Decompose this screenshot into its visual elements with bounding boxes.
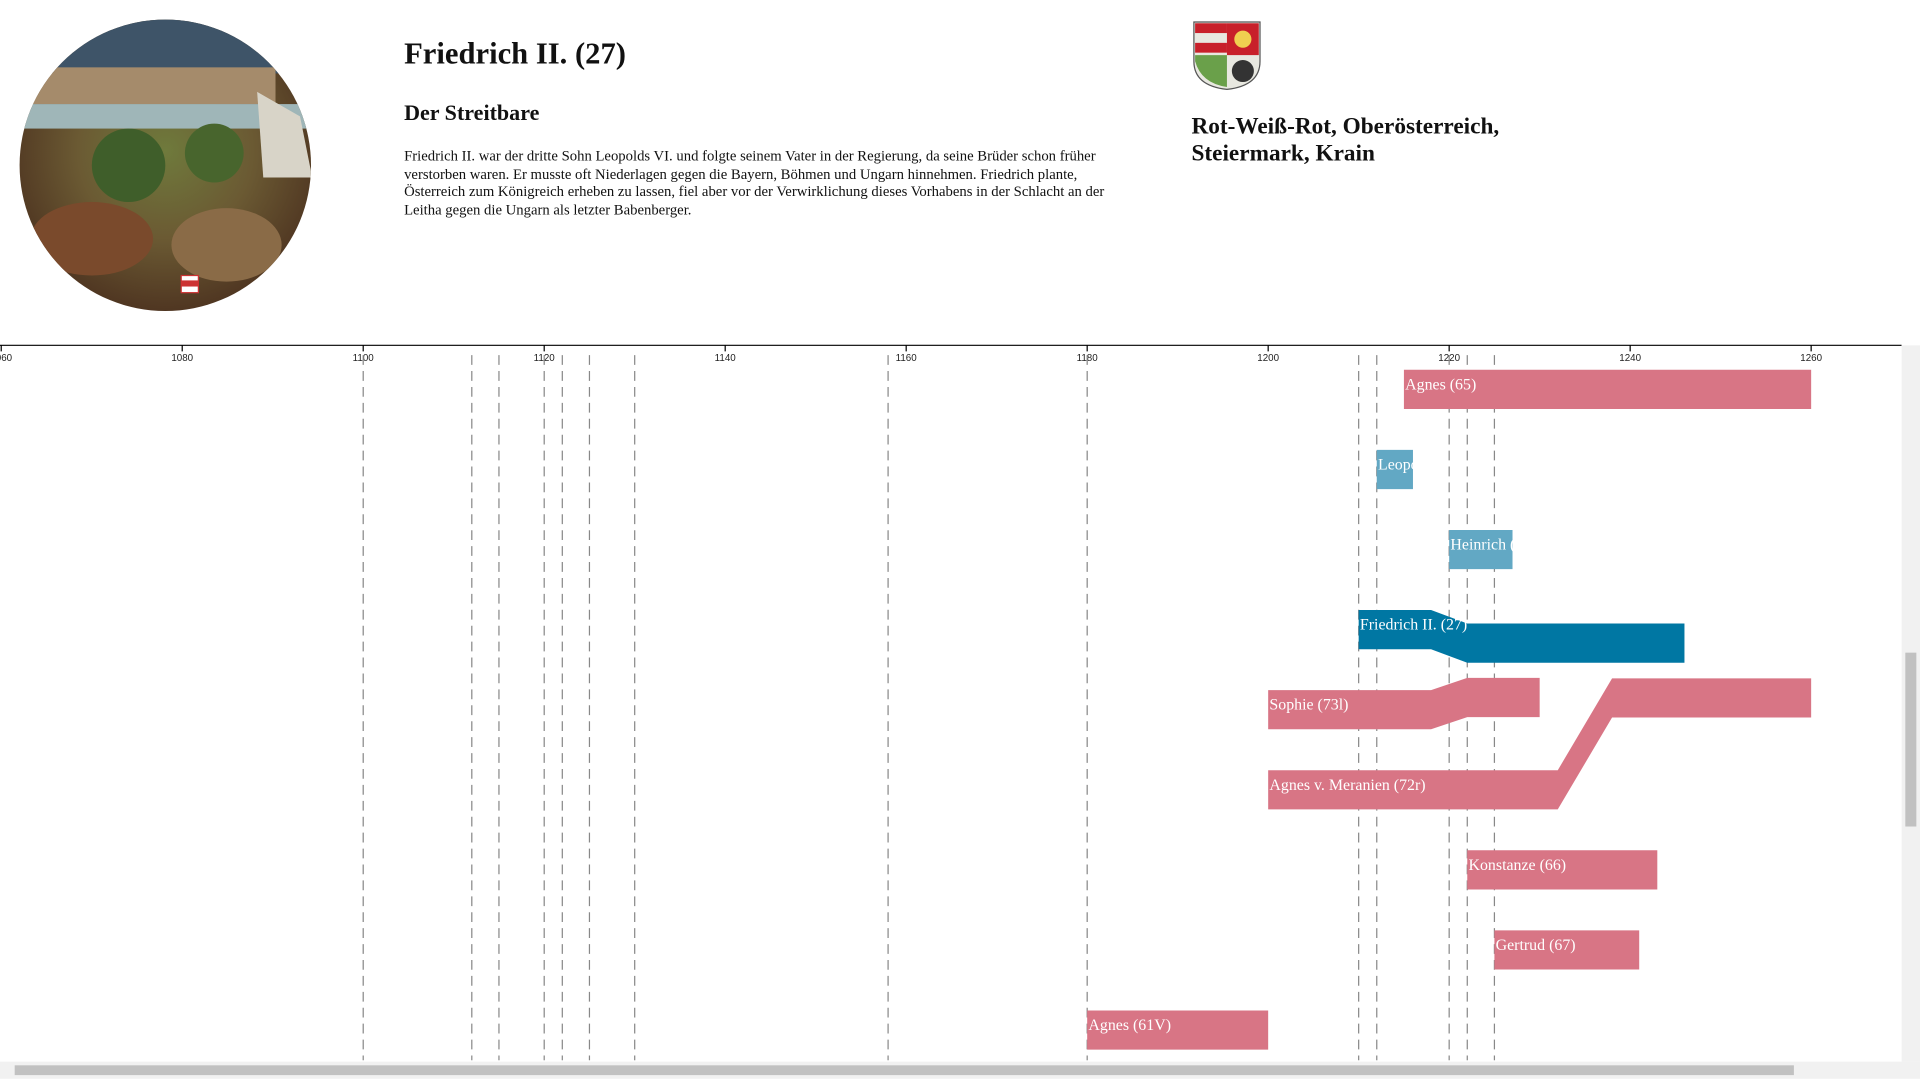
bar-label: Leopo bbox=[1378, 456, 1419, 473]
bar-label: Heinrich ( bbox=[1450, 537, 1515, 554]
timeline-bar bbox=[1467, 850, 1658, 890]
timeline-bar bbox=[1358, 610, 1685, 663]
bar-label: Agnes (65) bbox=[1405, 376, 1476, 393]
x-tick-label: 1060 bbox=[0, 353, 13, 364]
horizontal-scrollbar[interactable] bbox=[0, 1061, 1920, 1079]
timeline-bar bbox=[1268, 677, 1540, 730]
timeline-bar bbox=[1403, 369, 1812, 409]
timeline-bar bbox=[1494, 930, 1640, 970]
timeline-bar bbox=[1449, 529, 1513, 570]
vertical-scrollbar[interactable] bbox=[1901, 345, 1920, 1062]
x-tick-label: 1200 bbox=[1257, 353, 1279, 364]
x-tick-label: 1260 bbox=[1800, 353, 1822, 364]
bar-label: Gertrud (67) bbox=[1496, 937, 1576, 954]
bar-label: Friedrich II. (27) bbox=[1360, 617, 1467, 634]
x-tick-label: 1080 bbox=[171, 353, 193, 364]
description: Friedrich II. war der dritte Sohn Leopol… bbox=[404, 146, 1105, 219]
bar-label: Agnes v. Meranien (72r) bbox=[1269, 777, 1425, 794]
bar-label: Konstanze (66) bbox=[1468, 857, 1566, 874]
timeline-bar bbox=[1268, 678, 1812, 810]
x-tick-label: 1240 bbox=[1619, 353, 1641, 364]
timeline-bar bbox=[1376, 449, 1413, 490]
coat-of-arms bbox=[1193, 21, 1261, 91]
timeline: 1060108011001120114011601180120012201240… bbox=[0, 344, 1902, 1061]
bar-label: Agnes (61V) bbox=[1088, 1017, 1171, 1034]
title: Friedrich II. (27) bbox=[404, 37, 626, 72]
subtitle: Der Streitbare bbox=[404, 100, 540, 125]
bar-label: Sophie (73l) bbox=[1269, 697, 1348, 714]
x-tick-label: 1160 bbox=[896, 353, 918, 364]
timeline-bar bbox=[1087, 1010, 1269, 1050]
arms-title: Rot-Weiß-Rot, Oberösterreich, Steiermark… bbox=[1191, 113, 1500, 167]
portrait bbox=[19, 19, 312, 312]
scroll-thumb[interactable] bbox=[14, 1065, 1794, 1076]
scroll-thumb[interactable] bbox=[1905, 652, 1917, 827]
x-tick-label: 1140 bbox=[715, 353, 737, 364]
